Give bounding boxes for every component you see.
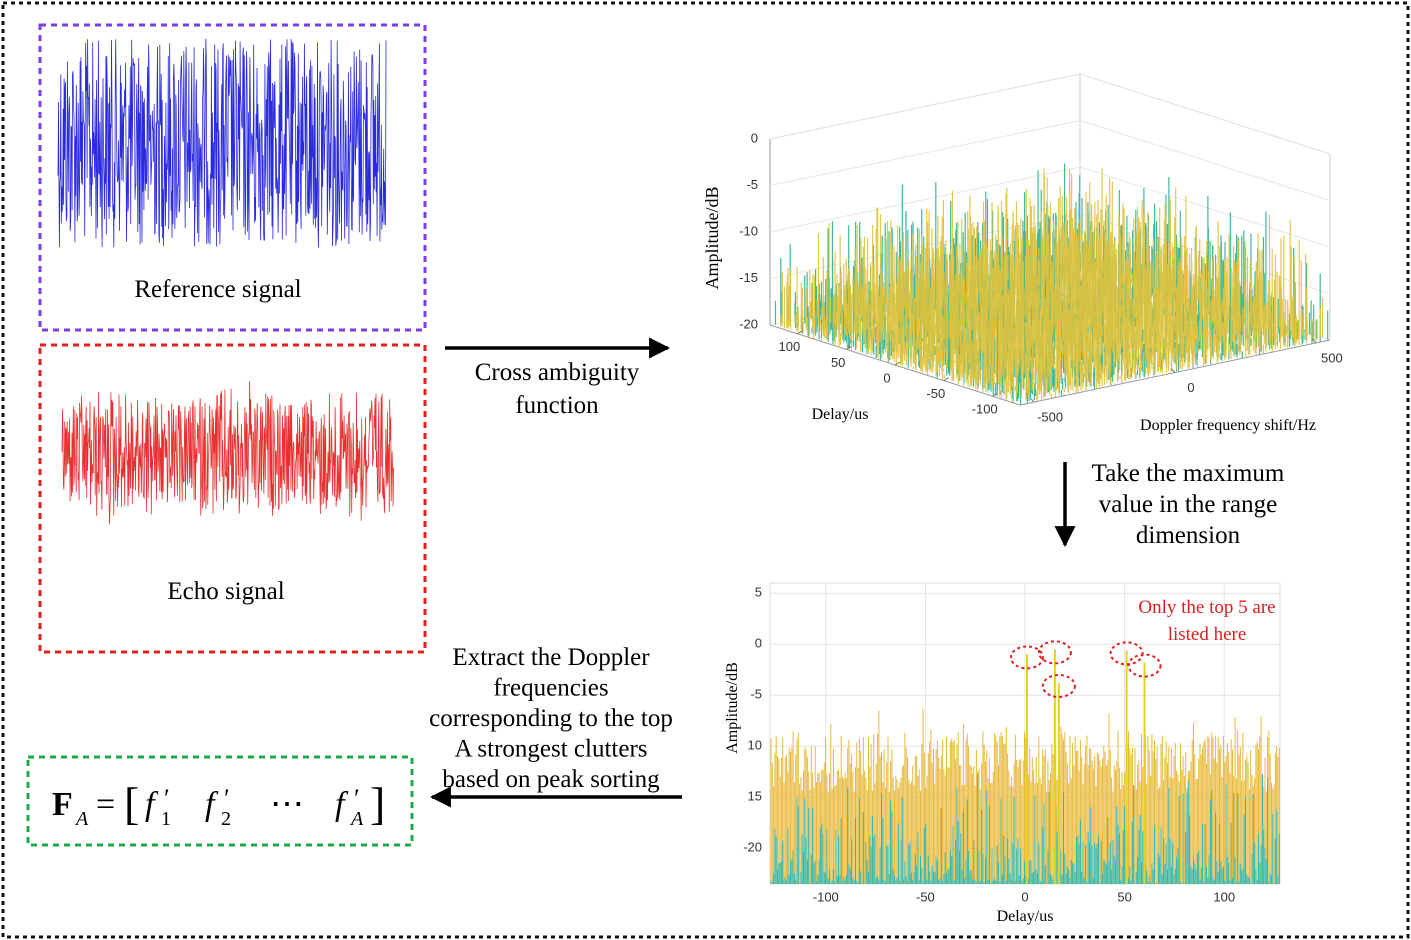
grid-line	[769, 120, 1081, 186]
y-tick-label: -20	[743, 840, 762, 855]
annotation: listed here	[1168, 624, 1247, 645]
step-text: Extract the Doppler	[452, 644, 650, 671]
formula-prime: ′	[224, 784, 230, 813]
y-tick-label: 15	[748, 789, 762, 804]
y-tick-label: 10	[748, 738, 762, 753]
tick-mark	[845, 345, 852, 350]
x-tick-label: 100	[1213, 889, 1235, 904]
waveform-line	[57, 38, 387, 248]
x-tick-label: 50	[1117, 889, 1131, 904]
y-tick-label: 500	[1321, 350, 1343, 365]
formula-sub: A	[74, 808, 89, 830]
formula-eq: =	[96, 786, 115, 823]
formula-term: ⋯	[270, 786, 304, 823]
y-tick-label: 5	[755, 585, 762, 600]
reference-label: Reference signal	[134, 276, 301, 303]
formula-term: f	[335, 786, 349, 823]
z-tick-label: 0	[751, 130, 758, 145]
z-tick-label: -10	[739, 223, 758, 238]
x-tick-label: -50	[926, 386, 945, 401]
z-tick-label: -15	[739, 270, 758, 285]
echo-label: Echo signal	[167, 578, 284, 605]
step-text: Take the maximum	[1092, 460, 1285, 487]
x-tick-label: 0	[883, 370, 890, 385]
x-tick-label: -50	[916, 889, 935, 904]
tick-mark	[1170, 368, 1176, 373]
peak-circle	[1009, 645, 1044, 670]
reference-box	[38, 23, 427, 332]
y-tick-label: -5	[750, 687, 762, 702]
formula-sub: 1	[161, 808, 171, 830]
echo-box	[38, 343, 427, 654]
tick-mark	[992, 392, 998, 397]
formula-box	[26, 755, 414, 847]
grid-line	[769, 213, 1081, 279]
grid-line	[769, 73, 1081, 140]
tick-mark	[1029, 397, 1035, 403]
step-text: Cross ambiguity	[475, 359, 640, 386]
waveform-line	[61, 381, 395, 525]
formula-lhs: F	[52, 786, 73, 823]
step-text: corresponding to the top	[429, 705, 673, 732]
echo-waveform	[61, 381, 395, 525]
step-text: value in the range	[1099, 491, 1277, 518]
reference-waveform	[57, 38, 387, 248]
y-tick-label: -500	[1037, 409, 1063, 424]
grid-line	[769, 166, 1081, 233]
formula: F A =[f ′1 f ′2 ⋯ f ′A]	[52, 778, 385, 830]
z-tick-label: -5	[746, 177, 758, 192]
peak-circle	[1041, 673, 1076, 698]
peak-circle	[1127, 653, 1162, 678]
surface-plot: 0-5-10-15-20100500-50-1005000-500Amplitu…	[702, 73, 1343, 434]
formula-term: f	[205, 786, 219, 823]
formula-term: f	[145, 786, 159, 823]
x-axis-label: Delay/us	[997, 908, 1054, 925]
x-axis-label: Delay/us	[812, 406, 869, 423]
step-text: A strongest clutters	[454, 736, 647, 763]
x-tick-label: 0	[1021, 889, 1028, 904]
formula-prime: ′	[164, 784, 170, 813]
grid-line	[1079, 166, 1331, 248]
y-axis-label: Doppler frequency shift/Hz	[1140, 417, 1316, 434]
tick-mark	[894, 361, 901, 366]
peak-circle	[1037, 640, 1072, 665]
y-tick-label: 0	[1187, 380, 1194, 395]
noise-floor	[770, 773, 1280, 884]
tick-mark	[1311, 338, 1317, 344]
formula-bracket: ]	[370, 778, 385, 829]
x-tick-label: 100	[778, 339, 800, 354]
x-tick-label: -100	[813, 889, 839, 904]
grid-line	[1079, 73, 1331, 155]
step-text: frequencies	[493, 675, 608, 702]
formula-sub: A	[349, 808, 364, 830]
y-axis-label: Amplitude/dB	[724, 662, 741, 754]
x-tick-label: -100	[972, 402, 998, 417]
step-texts: Cross ambiguity function Take the maximum v…	[429, 359, 1285, 793]
formula-bracket: [	[124, 778, 139, 829]
step-text: based on peak sorting	[442, 766, 660, 793]
y-tick-label: 0	[755, 636, 762, 651]
step-text: function	[515, 392, 599, 419]
step-text: dimension	[1136, 522, 1241, 549]
tick-mark	[797, 330, 803, 335]
surface	[780, 168, 1324, 403]
formula-prime: ′	[354, 784, 360, 813]
x-tick-label: 50	[831, 355, 845, 370]
formula-sub: 2	[221, 808, 231, 830]
z-axis-label: Amplitude/dB	[702, 187, 722, 290]
grid-line	[1079, 120, 1331, 201]
tick-mark	[943, 377, 950, 382]
annotation: Only the top 5 are	[1138, 597, 1275, 618]
z-tick-label: -20	[739, 316, 758, 331]
peak-circle	[1109, 641, 1144, 666]
noise-floor	[770, 708, 1280, 884]
